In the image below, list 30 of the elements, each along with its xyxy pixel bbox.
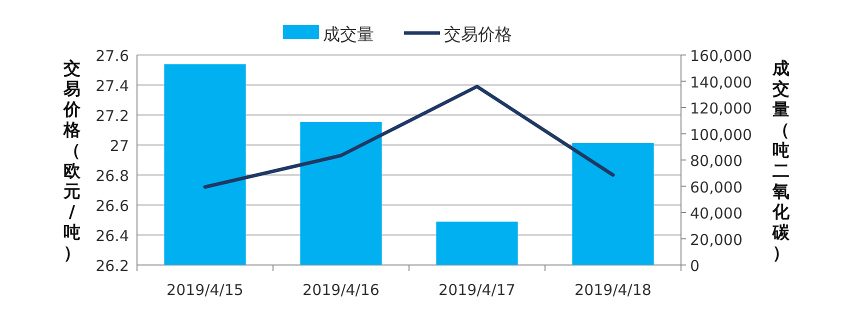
y2-tick-label: 140,000 [690, 73, 752, 92]
y-tick-label: 27.6 [96, 47, 129, 65]
y2-tick-label: 100,000 [690, 126, 752, 144]
y-tick-label: 26.6 [96, 197, 129, 215]
legend-label: 成交量 [323, 25, 374, 45]
bar [436, 222, 518, 265]
y2-tick-label: 80,000 [690, 152, 742, 170]
y-tick-label: 26.4 [96, 227, 129, 245]
y2-tick-label: 0 [690, 257, 700, 275]
y2-tick-label: 20,000 [690, 230, 742, 249]
x-tick-label: 2019/4/15 [166, 281, 244, 299]
y-tick-label: 26.2 [96, 257, 129, 275]
y-tick-label: 27.4 [96, 77, 129, 95]
y-tick-label: 26.8 [96, 167, 129, 185]
y2-tick-label: 60,000 [690, 178, 742, 196]
x-tick-label: 2019/4/18 [574, 281, 652, 299]
text: 交易价格（欧元/吨） [64, 58, 80, 264]
bar [300, 122, 382, 265]
y2-tick-label: 120,000 [690, 100, 752, 118]
y-tick-label: 27 [110, 137, 129, 155]
x-tick-label: 2019/4/17 [438, 281, 516, 299]
x-tick-label: 2019/4/16 [302, 281, 380, 299]
bar [164, 64, 246, 265]
bar [572, 142, 654, 265]
y2-tick-label: 160,000 [690, 47, 752, 65]
y2-tick-label: 40,000 [690, 204, 742, 222]
text: 成交量（吨二氧化碳） [772, 58, 790, 264]
line-series [203, 84, 615, 189]
y-tick-label: 27.2 [96, 107, 129, 125]
legend-label: 交易价格 [444, 25, 512, 45]
